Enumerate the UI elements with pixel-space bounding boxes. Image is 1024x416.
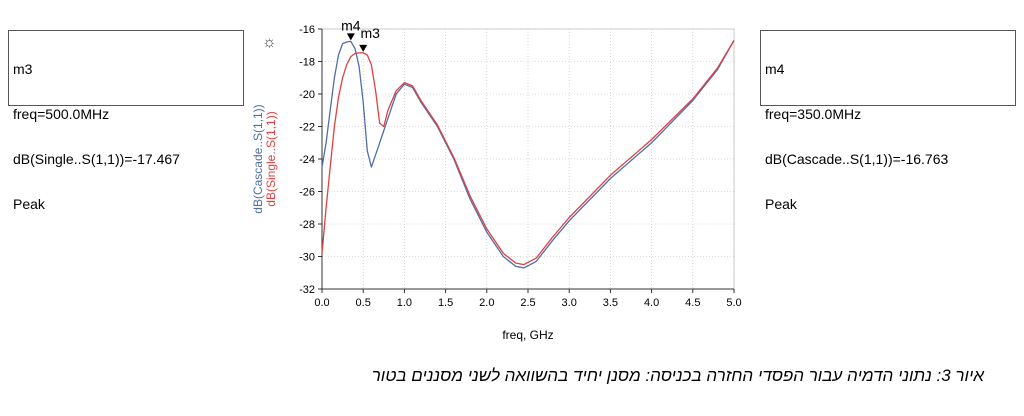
- marker-name: m3: [13, 61, 33, 77]
- x-tick-label: 2.0: [479, 297, 494, 309]
- marker-value: dB(Cascade..S(1,1))=-16.763: [765, 151, 949, 167]
- marker-readout-m4: m4 freq=350.0MHz dB(Cascade..S(1,1))=-16…: [760, 30, 1016, 212]
- marker-freq: freq=500.0MHz: [13, 106, 110, 122]
- x-tick-label: 1.5: [438, 297, 453, 309]
- y-tick-label: -20: [299, 89, 315, 101]
- y-tick-label: -30: [299, 252, 315, 264]
- y-axis-label: dB(Cascade..S(1,1)): [251, 104, 265, 213]
- x-tick-label: 0.5: [356, 297, 371, 309]
- y-tick-label: -32: [299, 284, 315, 296]
- series-line: [321, 40, 735, 269]
- sun-icon: ☼: [262, 34, 277, 51]
- y-tick-label: -26: [299, 187, 315, 199]
- x-tick-label: 3.5: [603, 297, 618, 309]
- x-tick-label: 0.0: [314, 297, 329, 309]
- x-tick-label: 4.0: [644, 297, 659, 309]
- y-tick-label: -22: [299, 122, 315, 134]
- y-tick-label: -18: [299, 57, 315, 69]
- y-tick-label: -28: [299, 219, 315, 231]
- x-tick-label: 2.5: [520, 297, 535, 309]
- line-chart: 0.0 0.5 1.0 1.5 2.0 2.5 3.0 3.5 4.0 4.5 5.0 -32 -30 -…: [251, 17, 742, 342]
- x-tick-label: 1.0: [397, 297, 412, 309]
- marker-name: m4: [765, 61, 785, 77]
- x-axis-label: freq, GHz: [502, 328, 553, 342]
- x-tick-label: 3.0: [562, 297, 577, 309]
- marker-value: dB(Single..S(1,1))=-17.467: [13, 151, 180, 167]
- marker-triangle: [359, 44, 368, 52]
- marker-label: m3: [360, 25, 380, 41]
- marker-mode: Peak: [765, 196, 797, 212]
- y-tick-label: -16: [299, 24, 315, 36]
- x-tick-label: 5.0: [726, 297, 741, 309]
- marker-readout-m3: m3 freq=500.0MHz dB(Single..S(1,1))=-17.…: [8, 30, 244, 212]
- marker-label: m4: [341, 17, 361, 33]
- marker-triangle: [346, 33, 355, 41]
- series-line: [321, 40, 735, 266]
- figure-caption: איור 3: נתוני הדמיה עבור הפסדי החזרה בכנ…: [371, 366, 984, 385]
- marker-mode: Peak: [13, 196, 45, 212]
- y-axis-label: dB(Single..S(1,1)): [264, 111, 278, 206]
- marker-freq: freq=350.0MHz: [765, 106, 862, 122]
- x-tick-label: 4.5: [685, 297, 700, 309]
- y-tick-label: -24: [299, 154, 315, 166]
